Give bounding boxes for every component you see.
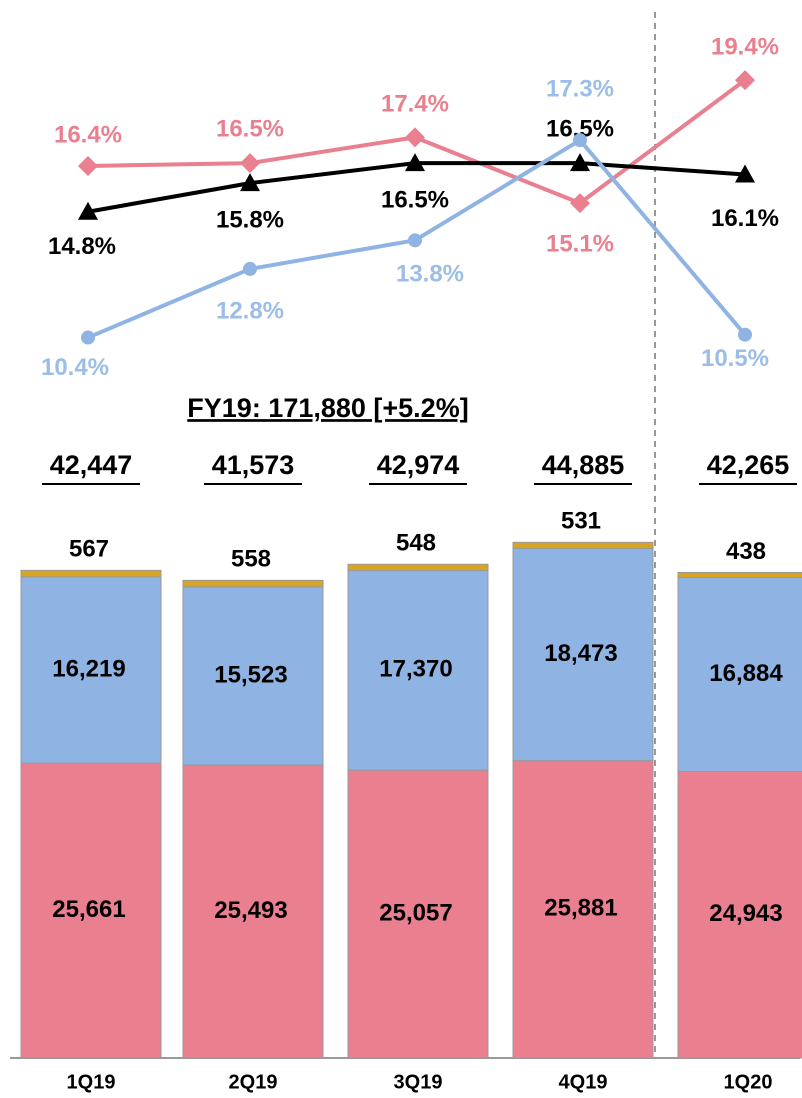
marker [408,233,422,248]
data-label: 15.1% [546,230,614,257]
data-label: 14.8% [48,233,116,260]
bar-segment [347,570,489,771]
data-label: 12.8% [216,297,284,324]
data-label: 25,881 [544,895,617,922]
marker [240,173,260,192]
marker [405,127,425,148]
marker [573,133,587,148]
marker [570,193,590,214]
data-label: 19.4% [711,34,779,61]
marker [243,261,257,276]
total-label: 42,265 [707,450,790,480]
data-label: 13.8% [396,261,464,288]
marker [735,164,755,183]
x-tick-label: 2Q19 [229,1071,278,1093]
bar-segment [347,769,489,1059]
data-label: 15,523 [214,661,287,688]
marker [240,153,260,174]
data-label: 10.5% [701,345,769,372]
data-label: 16.1% [711,205,779,232]
data-label: 15.8% [216,206,284,233]
marker [570,153,590,172]
data-label: 17.3% [546,76,614,103]
marker [735,70,755,91]
data-label: 438 [726,538,766,565]
marker [738,327,752,342]
x-tick-label: 1Q20 [724,1071,773,1093]
marker [78,155,98,176]
data-label: 17,370 [379,656,452,683]
data-label: 558 [231,546,271,573]
data-label: 18,473 [544,640,617,667]
x-tick-label: 1Q19 [67,1071,116,1093]
data-label: 16,884 [709,660,783,687]
bar-segment [20,762,162,1059]
data-label: 16,219 [52,655,125,682]
total-label: 44,885 [542,450,625,480]
bar-segment [677,576,802,772]
data-label: 16.5% [381,186,449,213]
bar-segment [20,576,162,764]
marker [405,153,425,172]
data-label: 10.4% [41,354,109,381]
data-label: 17.4% [381,91,449,118]
bar-segment [677,571,802,578]
bar-segment [20,569,162,578]
data-label: 25,057 [379,899,452,926]
total-label: 41,573 [212,450,295,480]
data-label: 531 [561,508,601,535]
data-label: 16.4% [54,121,122,148]
total-label: 42,447 [50,450,133,480]
bar-segment [677,770,802,1059]
total-label: 42,974 [377,450,460,480]
marker [78,201,98,220]
chart-title: FY19: 171,880 [+5.2%] [187,393,468,423]
x-tick-label: 3Q19 [394,1071,443,1093]
data-label: 16.5% [216,115,284,142]
bar-segment [347,563,489,572]
x-tick-label: 4Q19 [559,1071,608,1093]
data-label: 24,943 [709,900,782,927]
data-label: 25,493 [214,897,287,924]
marker [81,330,95,345]
bar-segment [182,586,324,766]
data-label: 548 [396,530,436,557]
bar-segment [182,579,324,588]
bar-segment [512,760,654,1059]
bar-segment [512,541,654,549]
data-label: 25,661 [52,896,125,923]
data-label: 567 [69,536,109,563]
bar-segment [512,547,654,762]
